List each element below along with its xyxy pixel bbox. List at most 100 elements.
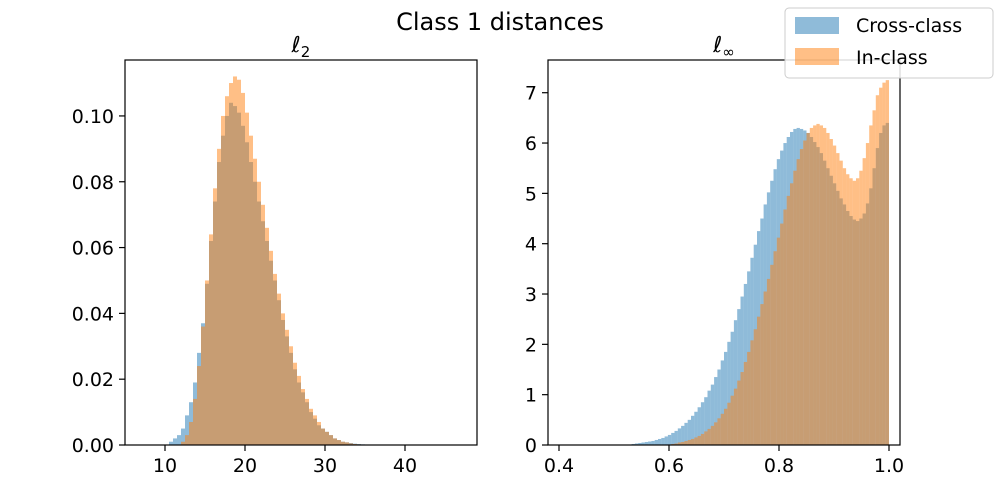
linf-bar [724, 408, 728, 445]
l2-bar [233, 76, 237, 445]
linf-bar [717, 418, 721, 445]
l2-bar [181, 441, 185, 445]
l2-bar [293, 362, 297, 445]
linf-bar [661, 437, 665, 445]
linf-bar [724, 351, 728, 445]
linf-bar [869, 125, 873, 446]
linf-bar [862, 158, 866, 445]
l2-bar [225, 96, 229, 445]
linf-bar [733, 388, 738, 445]
linf-bar [790, 183, 794, 446]
linf-bar [720, 360, 724, 445]
linf-y-tick-label: 5 [525, 183, 537, 205]
l2-bar [325, 431, 329, 445]
linf-bar [684, 440, 688, 445]
l2-bar [185, 435, 189, 445]
linf-bar [882, 82, 886, 446]
linf-bar [694, 411, 698, 445]
linf-bar [707, 390, 711, 445]
linf-bar [727, 341, 731, 445]
l2-bar [241, 92, 245, 445]
linf-bar [681, 425, 685, 445]
l2-histogram-panel: 10 20 30 40 0.00 0.02 0.04 0.06 0.08 0.10 ℓ2 [72, 33, 478, 477]
linf-x-tick-label: 0.8 [764, 455, 794, 477]
linf-bar [687, 439, 691, 445]
l2-bar [185, 415, 189, 445]
l2-bar [337, 440, 341, 445]
linf-bar [806, 132, 810, 445]
linf-bar [770, 264, 774, 445]
linf-bar [842, 168, 847, 445]
l2-bar [201, 326, 205, 445]
l2-bar [253, 158, 257, 445]
l2-bar [249, 135, 253, 445]
l2-bar [309, 408, 313, 445]
legend-swatch-cross-class [795, 17, 839, 34]
l2-bar [245, 112, 249, 446]
l2-bar [189, 421, 193, 445]
l2-bar [273, 273, 277, 445]
linf-bar [852, 180, 856, 445]
l2-bar [173, 438, 177, 445]
linf-bar [773, 251, 777, 445]
linf-bar [707, 428, 711, 445]
l2-bar [181, 428, 185, 445]
linf-bar [766, 278, 771, 445]
l2-bar [297, 375, 301, 445]
l2-bar [349, 443, 353, 445]
linf-bar [875, 95, 880, 445]
linf-bar [823, 127, 827, 445]
linf-bar [714, 377, 718, 445]
linf-bar [737, 380, 741, 445]
l2-bar [177, 435, 181, 445]
linf-series-in-class [667, 80, 889, 446]
linf-bar [776, 237, 781, 445]
linf-bar [720, 413, 724, 445]
l2-bar [265, 227, 269, 445]
linf-bar [786, 195, 790, 445]
l2-axes-frame [124, 59, 478, 446]
linf-x-tick-label: 1.0 [874, 455, 904, 477]
l2-bar [209, 234, 213, 445]
linf-bar [747, 351, 751, 445]
linf-y-tick-label: 3 [525, 284, 537, 306]
linf-bar [651, 440, 655, 445]
linf-bar [671, 432, 675, 445]
linf-y-tick-label: 0 [525, 435, 537, 457]
linf-bar [667, 434, 672, 445]
linf-bar [733, 320, 738, 445]
linf-bar [829, 139, 833, 445]
l2-bar [193, 398, 197, 445]
linf-y-tick-label: 6 [525, 133, 537, 155]
linf-bar [826, 132, 830, 445]
l2-bar [217, 148, 221, 445]
l2-y-tick-label: 0.02 [72, 369, 114, 391]
l2-bar [329, 435, 333, 445]
linf-bar [796, 159, 800, 445]
l2-bar [269, 250, 273, 445]
legend-swatch-in-class [795, 48, 839, 65]
linf-bar [674, 443, 678, 445]
linf-bar [799, 149, 804, 445]
linf-bar [849, 178, 853, 445]
legend-label-in-class: In-class [856, 47, 928, 69]
l2-bar [285, 329, 289, 445]
linf-bar [677, 442, 682, 445]
linf-bar [674, 430, 678, 445]
linf-bar [803, 140, 807, 445]
l2-bar [301, 389, 305, 445]
l2-bar [237, 79, 241, 446]
linf-bar [856, 178, 860, 445]
l2-series-in-class [181, 76, 369, 446]
l2-y-tick-label: 0.08 [72, 172, 114, 194]
l2-x-tick-label: 40 [393, 455, 417, 477]
linf-bar [730, 331, 734, 445]
l2-bar [313, 415, 317, 445]
linf-bar [819, 125, 823, 446]
l2-bar [257, 181, 261, 445]
linf-bar [730, 395, 734, 445]
l2-bar [261, 204, 265, 445]
linf-bar [809, 127, 814, 445]
legend: Cross-class In-class [784, 7, 994, 79]
